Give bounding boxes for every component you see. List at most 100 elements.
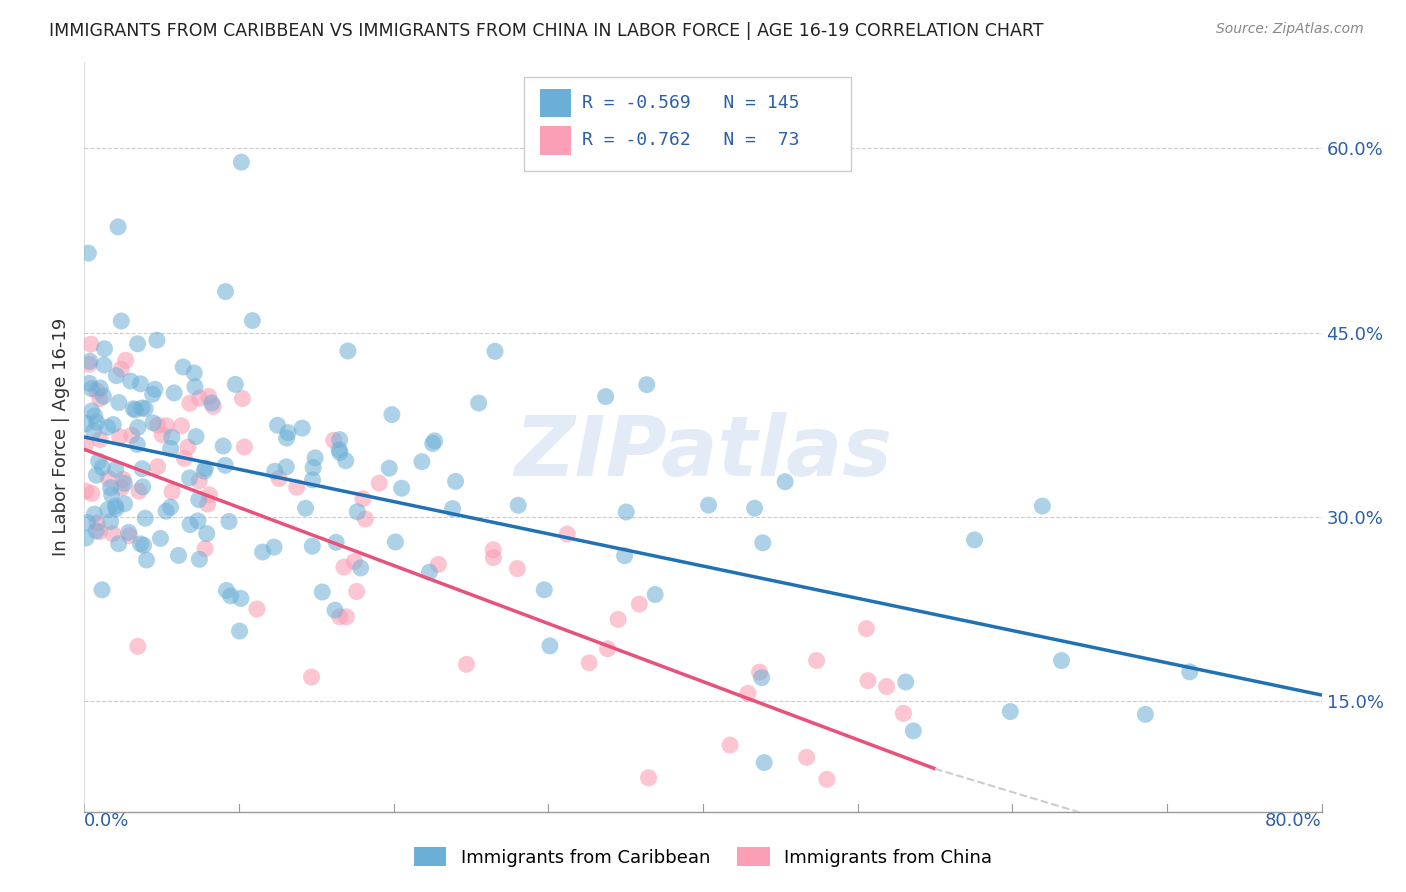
Point <box>132 480 155 494</box>
Point <box>595 390 617 404</box>
Point <box>233 440 256 454</box>
Point <box>333 560 356 574</box>
Point <box>444 475 467 489</box>
Point <box>127 640 149 654</box>
Point <box>89 524 111 539</box>
Point <box>329 609 352 624</box>
Point <box>121 428 143 442</box>
FancyBboxPatch shape <box>540 126 571 154</box>
Point <box>146 459 169 474</box>
Point <box>276 431 298 445</box>
Point <box>122 401 145 416</box>
Text: R = -0.569   N = 145: R = -0.569 N = 145 <box>582 94 799 112</box>
Point <box>100 481 122 495</box>
Text: 0.0%: 0.0% <box>84 812 129 830</box>
Point <box>104 499 127 513</box>
Point <box>112 476 135 491</box>
Point <box>127 336 149 351</box>
Point <box>212 439 235 453</box>
Point <box>124 403 146 417</box>
Point <box>215 583 238 598</box>
Point <box>301 670 323 684</box>
Point <box>533 582 555 597</box>
Point <box>197 497 219 511</box>
Point <box>411 455 433 469</box>
Point <box>97 471 120 485</box>
FancyBboxPatch shape <box>523 78 852 171</box>
Point <box>149 532 172 546</box>
Point <box>378 461 401 475</box>
Point <box>754 756 776 770</box>
Text: ZIPatlas: ZIPatlas <box>515 411 891 492</box>
Point <box>150 427 173 442</box>
Point <box>644 587 666 601</box>
Point <box>614 505 637 519</box>
Point <box>101 526 124 541</box>
Point <box>335 610 357 624</box>
Point <box>538 639 561 653</box>
Point <box>173 451 195 466</box>
Point <box>127 437 149 451</box>
Point <box>104 501 127 516</box>
Point <box>328 442 350 457</box>
Point <box>277 425 299 440</box>
Point <box>329 445 352 459</box>
Point <box>219 589 242 603</box>
Point <box>555 527 578 541</box>
Point <box>193 464 215 478</box>
Point <box>93 342 115 356</box>
Point <box>322 434 344 448</box>
Point <box>107 536 129 550</box>
Point <box>963 533 986 547</box>
Point <box>1031 499 1053 513</box>
Point <box>325 535 347 549</box>
Point <box>132 538 155 552</box>
Point <box>224 377 246 392</box>
Point <box>93 358 115 372</box>
Point <box>86 416 108 430</box>
Point <box>100 515 122 529</box>
Point <box>97 420 120 434</box>
Point <box>142 416 165 430</box>
Point <box>118 525 141 540</box>
Point <box>613 549 636 563</box>
Point <box>441 501 464 516</box>
Point <box>143 382 166 396</box>
Point <box>187 492 209 507</box>
Point <box>214 458 236 473</box>
Point <box>167 549 190 563</box>
Point <box>214 285 236 299</box>
Point <box>155 504 177 518</box>
Text: R = -0.762   N =  73: R = -0.762 N = 73 <box>582 131 799 149</box>
Point <box>135 553 157 567</box>
Point <box>346 584 368 599</box>
Point <box>329 433 352 447</box>
Point <box>195 526 218 541</box>
Point <box>285 480 308 494</box>
Point <box>89 392 111 406</box>
Y-axis label: In Labor Force | Age 16-19: In Labor Force | Age 16-19 <box>52 318 70 557</box>
Point <box>84 524 107 538</box>
Point <box>105 368 128 383</box>
Point <box>752 536 775 550</box>
Point <box>815 772 838 787</box>
Point <box>231 155 253 169</box>
Legend: Immigrants from Caribbean, Immigrants from China: Immigrants from Caribbean, Immigrants fr… <box>406 840 1000 874</box>
Point <box>177 440 200 454</box>
Point <box>276 459 298 474</box>
Point <box>83 507 105 521</box>
Point <box>110 362 132 376</box>
Point <box>184 380 207 394</box>
Point <box>114 497 136 511</box>
Point <box>294 501 316 516</box>
Point <box>188 552 211 566</box>
Point <box>107 219 129 234</box>
Point <box>381 408 404 422</box>
Point <box>194 461 217 475</box>
Point <box>352 491 374 506</box>
Point <box>91 582 114 597</box>
Point <box>108 395 131 409</box>
Point <box>91 460 114 475</box>
Point <box>77 246 100 260</box>
Point <box>269 471 291 485</box>
